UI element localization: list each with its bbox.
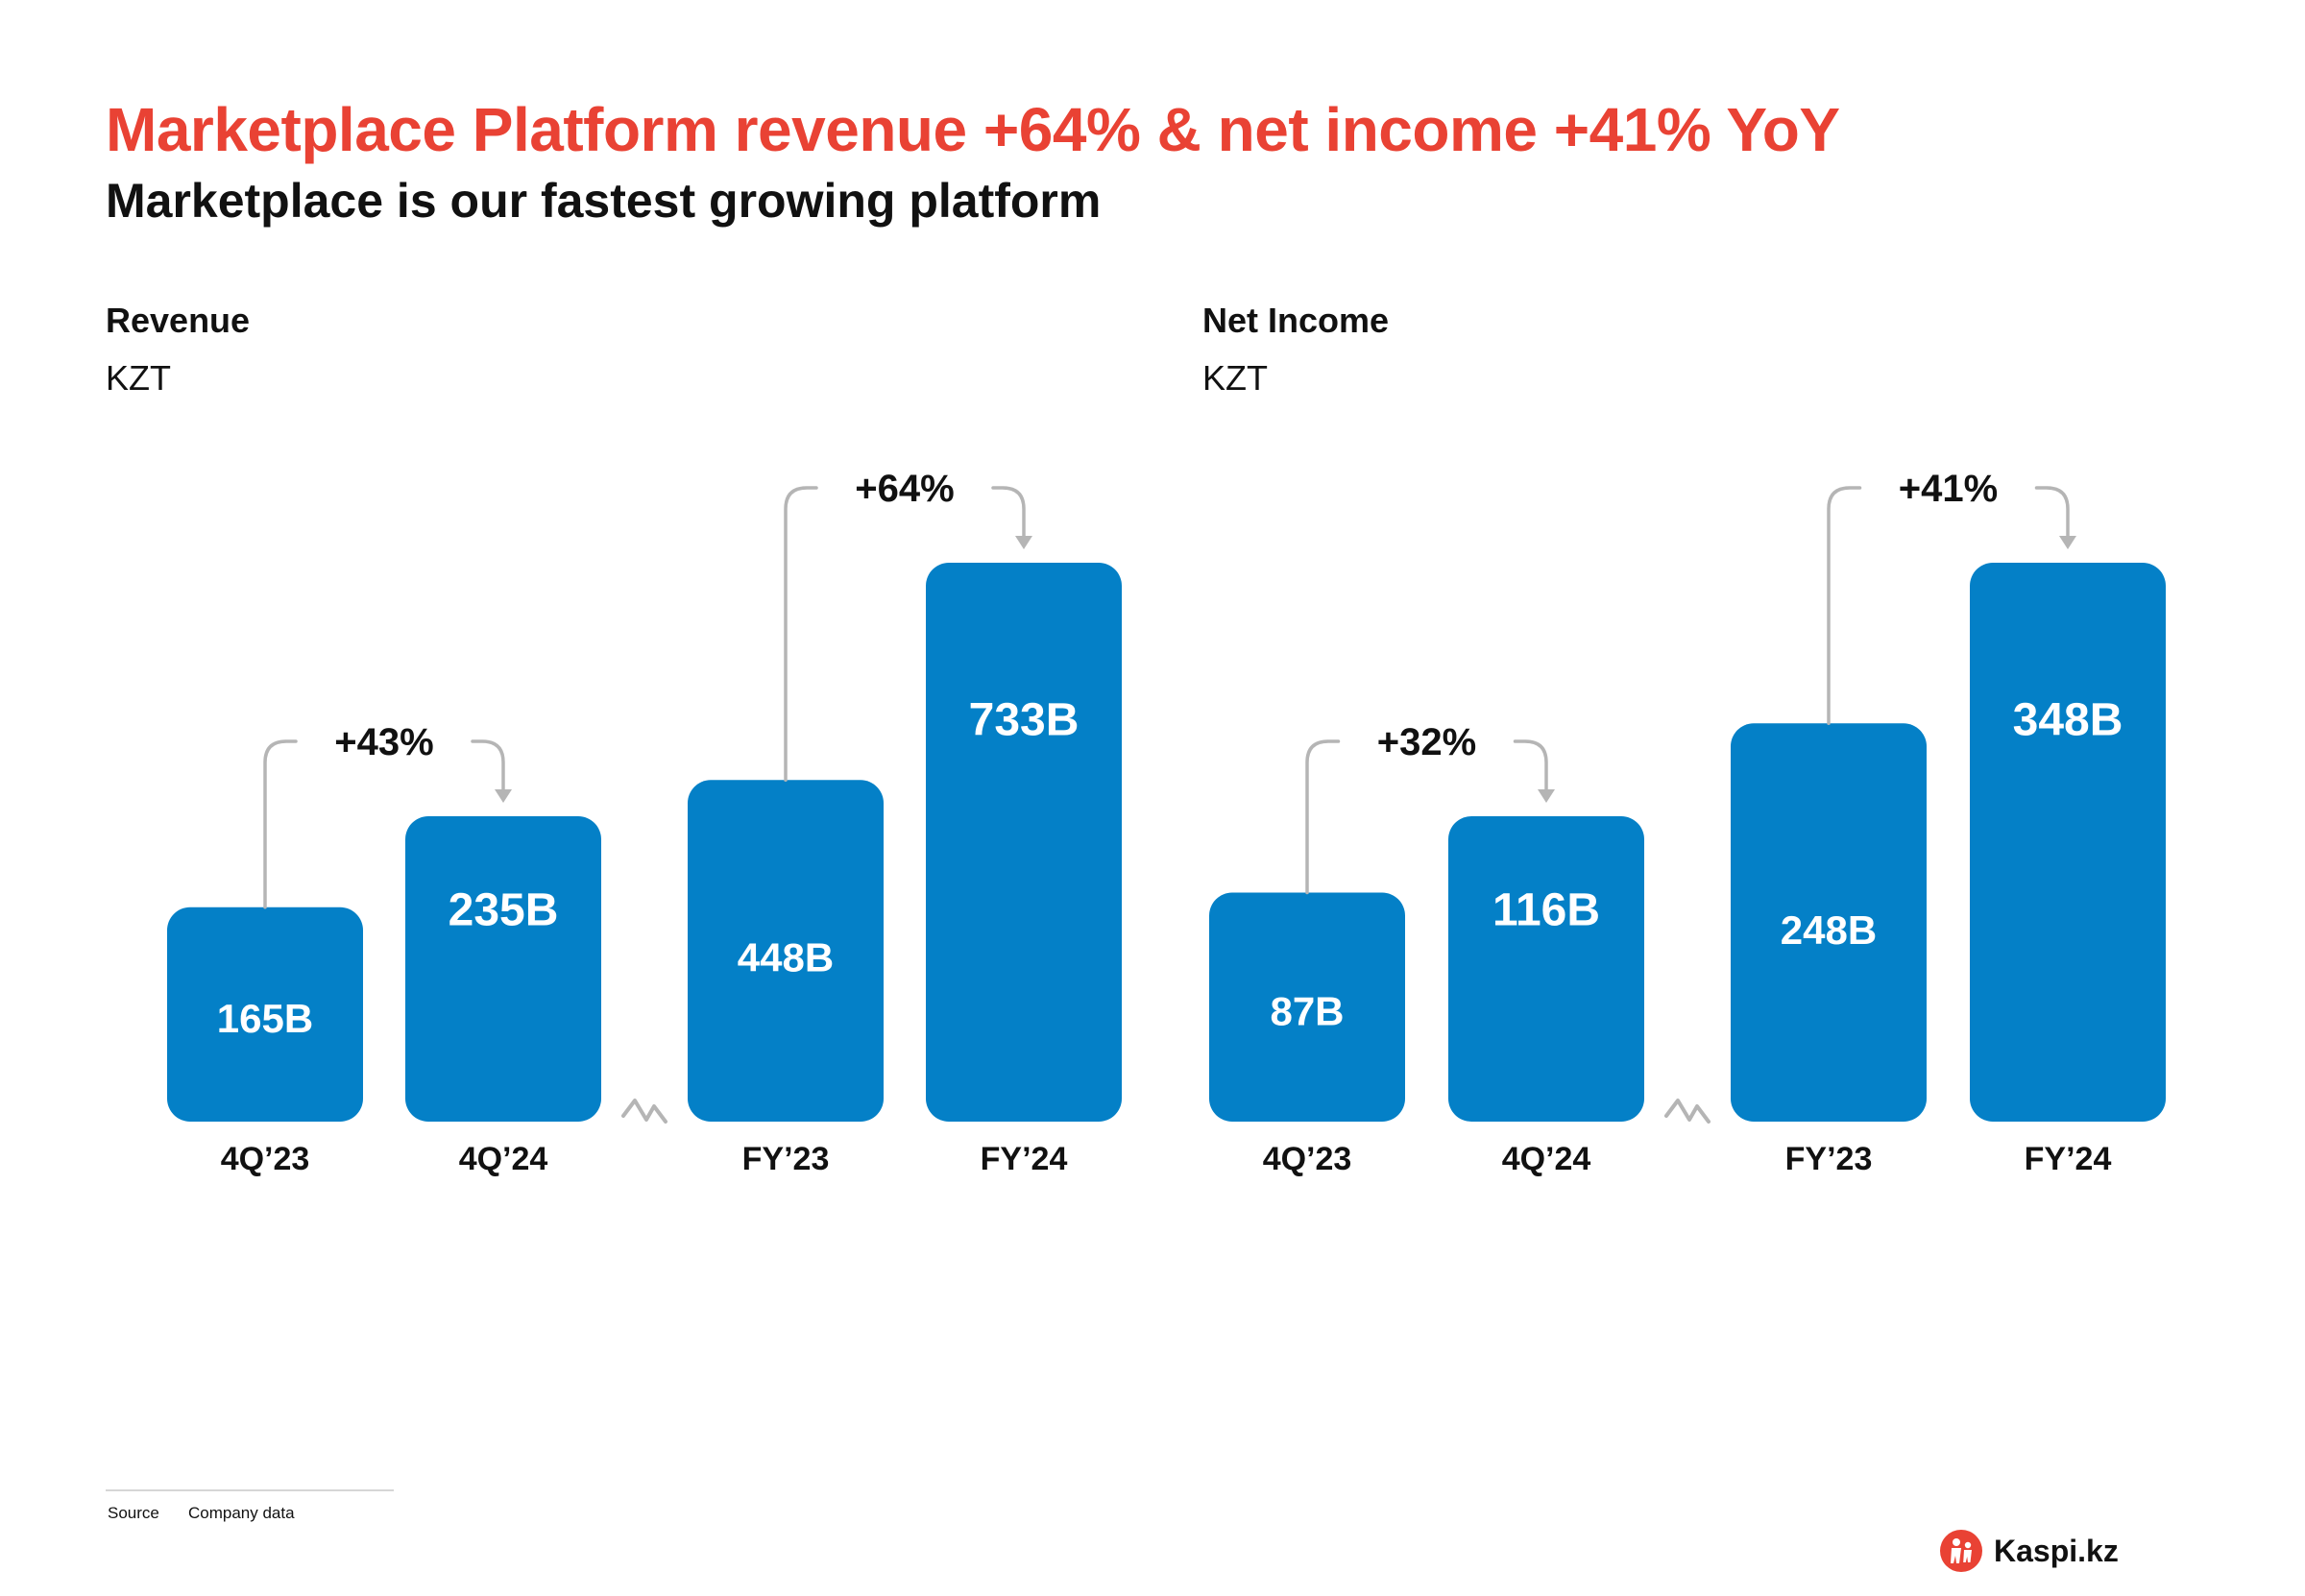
net-income-growth-arrow-left bbox=[1827, 486, 1862, 725]
revenue-growth-arrow-left bbox=[263, 739, 298, 909]
revenue-bar bbox=[926, 563, 1122, 1122]
net-income-growth-arrowhead bbox=[2059, 536, 2076, 549]
revenue-growth-arrowhead bbox=[495, 789, 512, 803]
net-income-category-label: 4Q’23 bbox=[1263, 1141, 1352, 1177]
source-text: Company data bbox=[188, 1504, 295, 1522]
kaspi-logo-mark bbox=[1940, 1530, 1982, 1572]
revenue-bar bbox=[405, 816, 601, 1122]
net-income-bar-value-label: 116B bbox=[1492, 885, 1600, 936]
net-income-bar bbox=[1731, 723, 1927, 1122]
revenue-category-label: 4Q’23 bbox=[221, 1141, 310, 1177]
revenue-growth-arrowhead bbox=[1015, 536, 1032, 549]
revenue-growth-arrow-left bbox=[784, 486, 818, 783]
net-income-growth-label: +32% bbox=[1377, 721, 1476, 763]
revenue-growth-arrow-right bbox=[471, 739, 505, 799]
revenue-bar-value-label: 733B bbox=[969, 695, 1080, 746]
revenue-growth-label: +43% bbox=[334, 721, 433, 763]
revenue-axis-break bbox=[621, 1099, 667, 1124]
net-income-growth-arrow-right bbox=[2034, 486, 2070, 545]
net-income-bar bbox=[1970, 563, 2166, 1122]
revenue-panel-title: Revenue bbox=[106, 301, 251, 340]
revenue-bar-value-label: 235B bbox=[449, 885, 559, 936]
net-income-bar bbox=[1448, 816, 1644, 1122]
slide-title: Marketplace Platform revenue +64% & net … bbox=[106, 95, 1840, 164]
net-income-growth-label: +41% bbox=[1899, 468, 1998, 510]
net-income-axis-break bbox=[1664, 1099, 1711, 1124]
revenue-category-label: 4Q’24 bbox=[459, 1141, 548, 1177]
revenue-bar bbox=[167, 907, 363, 1122]
net-income-growth-arrow-left bbox=[1305, 739, 1341, 895]
net-income-growth-arrowhead bbox=[1538, 789, 1555, 803]
kaspi-logo-text: Kaspi.kz bbox=[1994, 1533, 2119, 1568]
revenue-category-label: FY’23 bbox=[742, 1141, 830, 1177]
revenue-bar-value-label: 165B bbox=[217, 996, 313, 1041]
revenue-category-label: FY’24 bbox=[981, 1141, 1068, 1177]
net-income-panel-title: Net Income bbox=[1202, 301, 1390, 340]
source-label: Source bbox=[108, 1504, 159, 1522]
net-income-bar-value-label: 87B bbox=[1270, 989, 1344, 1034]
source-divider bbox=[106, 1489, 394, 1491]
revenue-panel-unit: KZT bbox=[106, 358, 171, 398]
revenue-growth-label: +64% bbox=[855, 468, 954, 510]
revenue-growth-arrow-right bbox=[991, 486, 1026, 545]
net-income-panel-unit: KZT bbox=[1202, 358, 1268, 398]
net-income-bar-value-label: 348B bbox=[2013, 695, 2123, 746]
net-income-growth-arrow-right bbox=[1513, 739, 1548, 799]
revenue-bar-value-label: 448B bbox=[738, 934, 834, 979]
revenue-chart: 165B 4Q’23 235B 4Q’24 448B FY’23 733B FY’24 +43%… bbox=[167, 468, 1122, 1177]
slide-subtitle: Marketplace is our fastest growing platf… bbox=[106, 174, 1102, 228]
net-income-category-label: FY’24 bbox=[2025, 1141, 2112, 1177]
net-income-category-label: 4Q’24 bbox=[1502, 1141, 1591, 1177]
net-income-category-label: FY’23 bbox=[1785, 1141, 1873, 1177]
net-income-bar bbox=[1209, 892, 1405, 1122]
net-income-chart: 87B 4Q’23 116B 4Q’24 248B FY’23 348B FY’24 +32% +… bbox=[1209, 468, 2166, 1177]
revenue-bar bbox=[688, 780, 884, 1122]
kaspi-logo: Kaspi.kz bbox=[1940, 1529, 2119, 1573]
net-income-bar-value-label: 248B bbox=[1781, 907, 1877, 953]
